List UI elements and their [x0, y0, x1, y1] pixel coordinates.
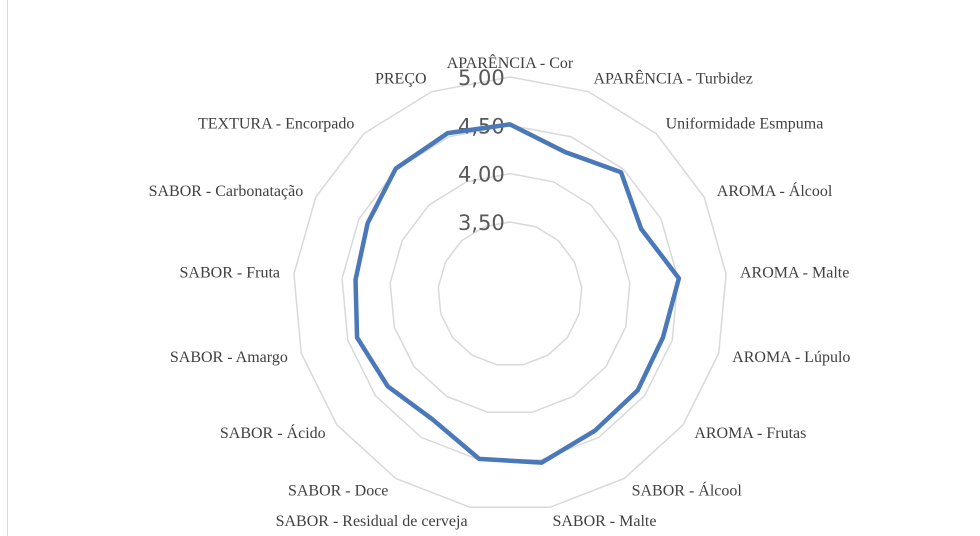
axis-label: SABOR - Fruta [180, 265, 280, 282]
series-line [353, 122, 682, 465]
axis-label: PREÇO [375, 71, 427, 88]
axis-label: SABOR - Residual de cerveja [276, 513, 468, 530]
left-border [7, 0, 8, 536]
axis-label: APARÊNCIA - Cor [447, 53, 574, 72]
tick-label: 4,00 [458, 163, 505, 187]
axis-label: SABOR - Ácido [220, 423, 326, 442]
axis-label: APARÊNCIA - Turbidez [593, 69, 752, 88]
axis-label: TEXTURA - Encorpado [198, 115, 354, 132]
tick-label: 5,00 [458, 66, 505, 90]
axis-label: AROMA - Lúpulo [732, 349, 850, 366]
tick-label: 3,50 [458, 211, 505, 235]
axis-label: SABOR - Amargo [170, 349, 288, 366]
axis-label: SABOR - Doce [288, 482, 388, 499]
grid-ring-1 [389, 172, 631, 414]
axis-label: AROMA - Álcool [717, 181, 833, 200]
axis-label: AROMA - Malte [740, 265, 849, 282]
axis-label: Uniformidade Esmpuma [666, 115, 824, 132]
grid-ring-0 [437, 221, 583, 366]
axis-label: SABOR - Malte [552, 513, 656, 530]
grid-ring-3 [293, 76, 727, 509]
axis-label: SABOR - Álcool [632, 480, 743, 499]
axis-label: SABOR - Carbonatação [149, 183, 304, 200]
axis-label: AROMA - Frutas [694, 425, 806, 442]
